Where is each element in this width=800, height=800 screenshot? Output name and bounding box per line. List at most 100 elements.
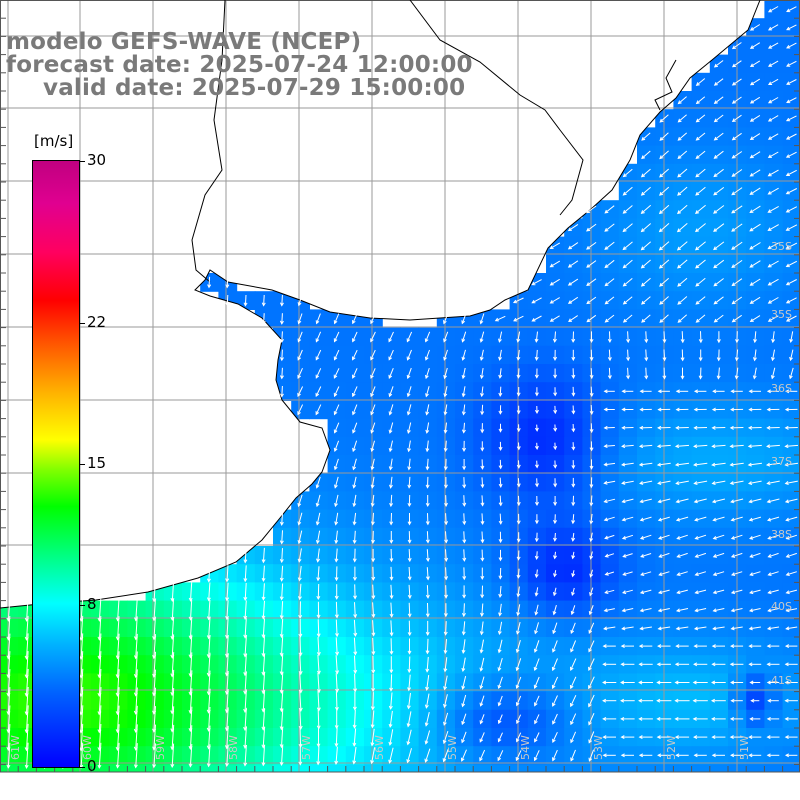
wind-arrow (711, 480, 726, 485)
wind-arrow (749, 680, 761, 685)
wind-arrow (784, 680, 798, 685)
valid-date: valid date: 2025-07-29 15:00:00 (43, 75, 466, 101)
wind-arrow (730, 644, 744, 649)
wind-arrow (352, 368, 358, 379)
wind-arrow (571, 405, 576, 415)
wind-arrow (603, 498, 616, 504)
wind-arrow (620, 716, 635, 721)
wind-arrow (676, 571, 688, 576)
wind-arrow (589, 349, 594, 362)
latitude-label: 35S (771, 240, 792, 253)
wind-arrow (711, 425, 726, 430)
wind-arrow (461, 731, 467, 744)
wind-arrow (516, 424, 521, 433)
wind-arrow (370, 422, 376, 434)
wind-arrow (588, 658, 595, 672)
wind-arrow (586, 314, 597, 323)
forecast-date: forecast date: 2025-07-24 12:00:00 (6, 52, 473, 78)
wind-arrow (640, 553, 652, 558)
wind-arrow (388, 386, 394, 398)
wind-arrow (406, 367, 412, 380)
wind-arrow (261, 600, 266, 620)
lat-lon-grid (0, 0, 800, 773)
wind-arrow (638, 644, 653, 649)
wind-arrow (462, 459, 467, 471)
wind-arrow (713, 60, 724, 68)
wind-arrow (749, 552, 761, 558)
wind-arrow (553, 532, 557, 542)
wind-arrow (552, 713, 558, 725)
wind-arrow (766, 444, 780, 449)
wind-arrow (424, 349, 430, 361)
wind-arrow (534, 604, 539, 616)
wind-arrow (712, 626, 725, 631)
wind-arrow (622, 259, 633, 269)
wind-arrow (589, 441, 594, 452)
wind-arrow (406, 711, 412, 728)
wind-arrow (370, 349, 376, 361)
wind-arrow (602, 680, 617, 685)
wind-arrow (261, 547, 266, 564)
wind-arrow (749, 114, 761, 122)
wind-arrow (407, 440, 411, 453)
wind-arrow (443, 349, 448, 361)
wind-arrow (352, 530, 357, 545)
wind-arrow (676, 241, 688, 251)
wind-arrow (692, 698, 708, 703)
wind-arrow (586, 205, 597, 214)
wind-arrow (388, 404, 394, 416)
wind-arrow (298, 601, 303, 620)
wind-arrow (279, 367, 284, 380)
wind-arrow (279, 565, 284, 582)
wind-arrow (207, 276, 212, 289)
wind-arrow (677, 204, 688, 215)
wind-arrow (753, 331, 758, 344)
wind-arrow (571, 495, 576, 507)
wind-arrow (534, 714, 540, 725)
wind-arrow (570, 694, 577, 708)
wind-arrow (497, 732, 503, 743)
map-bottom-margin (0, 772, 800, 800)
wind-arrow (674, 680, 690, 685)
wind-arrow (695, 259, 706, 269)
wind-arrow (767, 151, 779, 158)
colorbar-gradient (32, 160, 80, 768)
wind-arrow (604, 553, 615, 558)
wind-arrow (534, 551, 539, 560)
wind-arrow (498, 567, 503, 580)
wind-arrow (710, 698, 726, 703)
wind-arrow (371, 637, 376, 656)
wind-arrow (316, 583, 321, 601)
wind-arrow (352, 349, 358, 361)
wind-arrow (498, 386, 503, 397)
wind-arrow (425, 513, 430, 526)
wind-arrow (604, 259, 615, 269)
wind-arrow (676, 552, 688, 558)
wind-arrow (749, 589, 761, 595)
wind-arrow (767, 260, 779, 268)
wind-arrow (748, 389, 761, 394)
wind-arrow (335, 655, 340, 675)
wind-arrow (602, 644, 616, 649)
wind-arrow (640, 204, 652, 214)
wind-arrow (480, 603, 484, 617)
wind-arrow (716, 367, 721, 380)
wind-arrow (315, 331, 322, 343)
wind-arrow (352, 440, 358, 453)
wind-arrow (693, 480, 708, 485)
wind-arrow (589, 513, 594, 525)
wind-arrow (638, 698, 654, 703)
wind-arrow (225, 582, 230, 602)
wind-arrow (731, 132, 742, 141)
wind-arrow (388, 422, 394, 434)
wind-arrow (534, 405, 539, 415)
wind-arrow (693, 498, 707, 504)
longitude-label: 51W (738, 735, 751, 760)
wind-arrow (712, 571, 725, 576)
wind-arrow (370, 458, 375, 471)
colorbar (32, 160, 80, 768)
wind-arrow (297, 313, 303, 325)
wind-arrow (388, 710, 393, 728)
wind-arrow (407, 620, 412, 637)
wind-arrow (784, 480, 798, 485)
